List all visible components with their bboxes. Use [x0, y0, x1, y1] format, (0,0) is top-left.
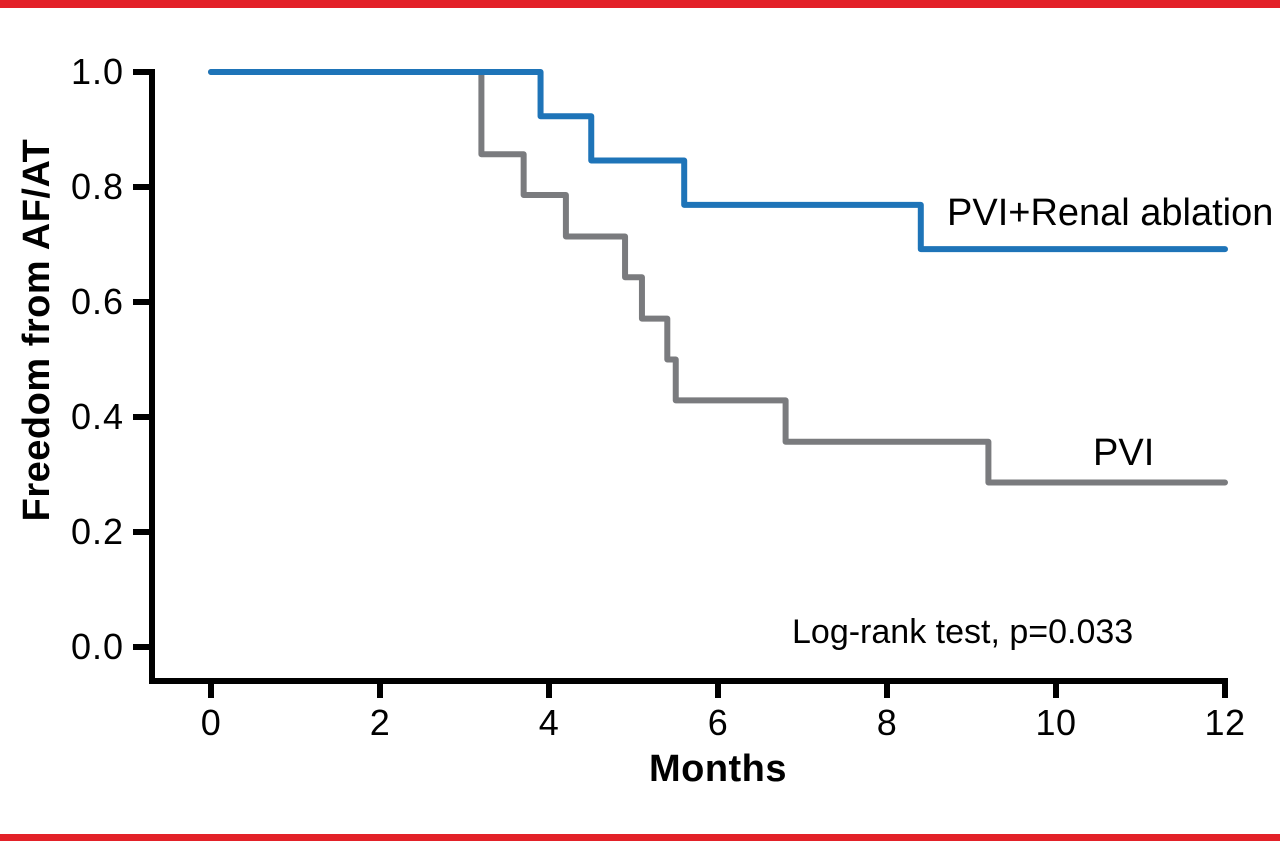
y-tick-label: 0.4 — [70, 396, 124, 437]
axis-frame — [133, 69, 1228, 698]
y-tick-label: 0.2 — [70, 511, 124, 552]
bottom-red-border — [0, 834, 1280, 841]
series-label-pvi: PVI — [1093, 432, 1155, 474]
x-tick-label: 12 — [1204, 702, 1246, 743]
x-tick-label: 4 — [538, 702, 560, 743]
x-tick-label: 0 — [200, 702, 222, 743]
y-tick-label: 0.8 — [70, 166, 124, 207]
y-tick-label: 0.0 — [70, 626, 124, 667]
y-tick-label: 0.6 — [70, 281, 124, 322]
x-tick-label: 10 — [1035, 702, 1077, 743]
km-curve-pvi-renal-ablation — [208, 69, 1228, 253]
x-axis-title: Months — [648, 748, 788, 790]
x-tick-label: 8 — [876, 702, 898, 743]
series-label-pvi-renal-ablation: PVI+Renal ablation — [947, 192, 1274, 234]
km-curve-pvi — [208, 69, 1228, 486]
x-tick-label: 6 — [707, 702, 729, 743]
y-tick-label: 1.0 — [70, 51, 124, 92]
top-red-border — [0, 0, 1280, 8]
x-tick-label: 2 — [369, 702, 391, 743]
logrank-annotation: Log-rank test, p=0.033 — [792, 613, 1134, 651]
